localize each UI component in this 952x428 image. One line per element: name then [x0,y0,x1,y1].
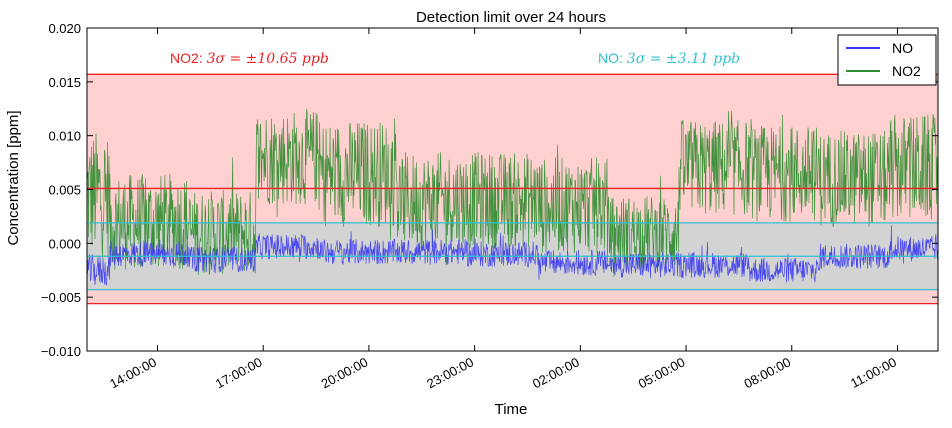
y-axis-label: Concentration [ppm] [5,110,22,245]
legend: NO NO2 [837,34,937,86]
y-tick-label: 0.015 [48,75,81,90]
x-tick-label: 05:00:00 [636,354,688,391]
x-tick-label: 17:00:00 [213,354,265,391]
x-tick-label: 08:00:00 [741,354,793,391]
no2-annotation-formula: 3σ = ±10.65 ppb [207,51,329,67]
x-tick-label: 14:00:00 [107,354,159,391]
legend-no2-label: NO2 [892,63,921,79]
y-tick-label: 0.005 [48,183,81,198]
no-detection-annotation: NO: 3σ = ±3.11 ppb [598,50,740,67]
y-tick-label: 0.000 [48,236,81,251]
y-tick-label: 0.020 [48,21,81,36]
no2-annotation-prefix: NO2: [170,50,207,66]
y-tick-label: −0.005 [41,290,81,305]
no-annotation-prefix: NO: [598,50,627,66]
x-tick-label: 02:00:00 [530,354,582,391]
no-annotation-formula: 3σ = ±3.11 ppb [627,51,740,67]
x-axis-label: Time [495,401,528,418]
x-tick-label: 23:00:00 [424,354,476,391]
series-no2-line [86,109,939,277]
y-axis-ticks: 0.020 0.015 0.010 0.005 0.000 −0.005 −0.010 [41,21,938,359]
chart-title: Detection limit over 24 hours [416,9,606,26]
legend-no-label: NO [892,40,913,56]
plot-area [86,27,939,352]
x-tick-label: 11:00:00 [848,354,899,391]
x-tick-label: 20:00:00 [319,354,371,391]
no2-detection-annotation: NO2: 3σ = ±10.65 ppb [170,50,329,67]
y-tick-label: −0.010 [41,344,81,359]
legend-box [837,34,937,86]
y-tick-label: 0.010 [48,129,81,144]
